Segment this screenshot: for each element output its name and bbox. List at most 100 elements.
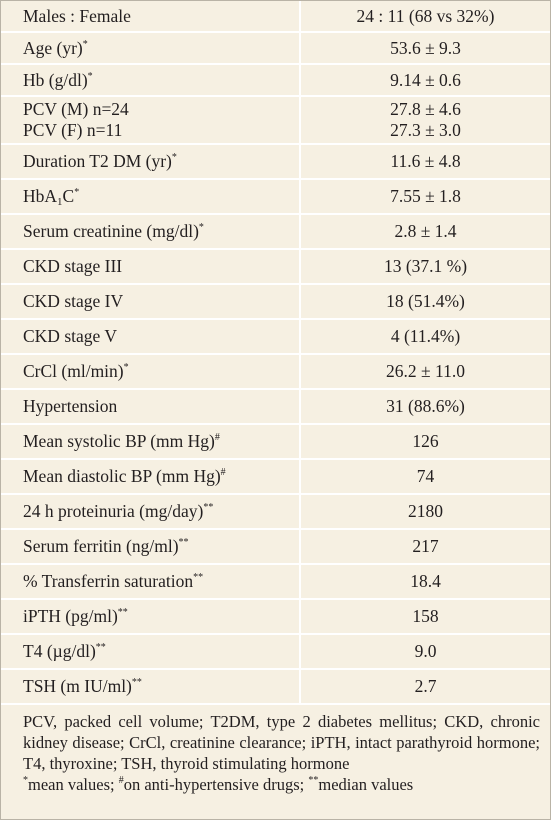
row-value: 74: [300, 459, 550, 495]
label-text: Hypertension: [23, 396, 118, 416]
row-label: TSH (m IU/ml)**: [1, 669, 301, 705]
superscript: *: [87, 70, 93, 82]
superscript: *: [198, 222, 204, 233]
row-label: Mean systolic BP (mm Hg)#: [1, 424, 301, 460]
row-label: Hypertension: [1, 389, 301, 425]
table-row: PCV (M) n=24 27.8 ± 4.6: [1, 96, 550, 120]
note-text: mean values;: [28, 775, 115, 794]
table-row: Males : Female 24 : 11 (68 vs 32%): [1, 1, 550, 33]
label-text: Mean diastolic BP (mm Hg): [23, 466, 221, 486]
label-text: Males : Female: [23, 5, 131, 26]
label-text: Hb (g/dl): [23, 69, 88, 90]
row-value: 31 (88.6%): [300, 389, 550, 425]
row-value: 126: [300, 424, 550, 460]
subscript: 1: [57, 196, 63, 208]
abbreviations: PCV, packed cell volume; T2DM, type 2 di…: [23, 712, 540, 773]
superscript: *: [123, 362, 129, 373]
row-value: 2.7: [300, 669, 550, 705]
data-table: Males : Female 24 : 11 (68 vs 32%) Age (yr…: [1, 1, 550, 705]
superscript: #: [214, 432, 220, 443]
value-text: 27.3 ± 3.0: [390, 120, 461, 140]
superscript: **: [193, 572, 204, 583]
row-label: Serum creatinine (mg/dl)*: [1, 214, 301, 250]
row-value: 9.14 ± 0.6: [300, 64, 550, 97]
label-text: Age (yr): [23, 37, 83, 58]
table-row: T4 (µg/dl)** 9.0: [1, 634, 550, 670]
row-value: 4 (11.4%): [300, 319, 550, 355]
label-text: PCV (F) n=11: [23, 120, 123, 140]
row-value: 18.4: [300, 564, 550, 600]
value-text: 2.8 ± 1.4: [394, 221, 457, 241]
label-text: TSH (m IU/ml): [23, 676, 132, 696]
label-text: CKD stage III: [23, 256, 123, 276]
row-value: 9.0: [300, 634, 550, 670]
label-text: Serum creatinine (mg/dl): [23, 221, 199, 241]
value-text: 53.6 ± 9.3: [390, 37, 461, 58]
value-text: 18 (51.4%): [386, 291, 465, 311]
superscript: *: [82, 38, 88, 50]
note-mark: *: [23, 775, 28, 786]
row-value: 2180: [300, 494, 550, 530]
label-text: Duration T2 DM (yr): [23, 151, 172, 171]
row-value: 11.6 ± 4.8: [300, 144, 550, 180]
table-row: Serum ferritin (ng/ml)** 217: [1, 529, 550, 565]
row-label: HbA1C*: [1, 179, 301, 215]
note-mark: **: [308, 775, 319, 786]
table-row: CKD stage IV 18 (51.4%): [1, 284, 550, 320]
superscript: **: [95, 642, 106, 653]
row-label: iPTH (pg/ml)**: [1, 599, 301, 635]
row-label: CrCl (ml/min)*: [1, 354, 301, 390]
row-value: 53.6 ± 9.3: [300, 32, 550, 65]
value-text: 2.7: [414, 676, 437, 696]
table-row: PCV (F) n=11 27.3 ± 3.0: [1, 120, 550, 145]
label-text: T4 (µg/dl): [23, 641, 96, 661]
table-row: iPTH (pg/ml)** 158: [1, 599, 550, 635]
superscript: *: [171, 152, 177, 163]
note-text: on anti-hypertensive drugs;: [123, 775, 305, 794]
superscript: #: [220, 467, 226, 478]
row-label: Duration T2 DM (yr)*: [1, 144, 301, 180]
row-label: Serum ferritin (ng/ml)**: [1, 529, 301, 565]
row-value: 27.8 ± 4.6: [300, 96, 550, 120]
label-text: CKD stage V: [23, 326, 117, 346]
row-label: T4 (µg/dl)**: [1, 634, 301, 670]
row-label: CKD stage III: [1, 249, 301, 285]
value-text: 74: [416, 466, 435, 486]
value-text: 31 (88.6%): [386, 396, 465, 416]
value-text: 126: [412, 431, 439, 451]
label-text: % Transferrin saturation: [23, 571, 194, 591]
value-text: 9.0: [414, 641, 437, 661]
row-value: 7.55 ± 1.8: [300, 179, 550, 215]
value-text: 27.8 ± 4.6: [390, 99, 461, 119]
row-label: % Transferrin saturation**: [1, 564, 301, 600]
row-value: 24 : 11 (68 vs 32%): [300, 1, 550, 33]
superscript: **: [131, 677, 142, 688]
row-value: 27.3 ± 3.0: [300, 120, 550, 145]
table-row: HbA1C* 7.55 ± 1.8: [1, 179, 550, 215]
value-text: 26.2 ± 11.0: [386, 361, 465, 381]
notes: *mean values; #on anti-hypertensive drug…: [23, 774, 540, 795]
value-text: 9.14 ± 0.6: [390, 69, 461, 90]
row-value: 26.2 ± 11.0: [300, 354, 550, 390]
label-text: C: [62, 186, 75, 206]
row-label: Age (yr)*: [1, 32, 301, 65]
value-text: 11.6 ± 4.8: [390, 151, 461, 171]
label-text: 24 h proteinuria (mg/day): [23, 501, 204, 521]
label-text: Serum ferritin (ng/ml): [23, 536, 179, 556]
table-row: Serum creatinine (mg/dl)* 2.8 ± 1.4: [1, 214, 550, 250]
value-text: 24 : 11 (68 vs 32%): [356, 5, 495, 26]
value-text: 2180: [408, 501, 443, 521]
value-text: 7.55 ± 1.8: [390, 186, 461, 206]
table-row: CKD stage V 4 (11.4%): [1, 319, 550, 355]
superscript: **: [117, 607, 128, 618]
value-text: 158: [412, 606, 439, 626]
row-label: Hb (g/dl)*: [1, 64, 301, 97]
table-row: Age (yr)* 53.6 ± 9.3: [1, 32, 550, 65]
table-row: Duration T2 DM (yr)* 11.6 ± 4.8: [1, 144, 550, 180]
table-row: Hb (g/dl)* 9.14 ± 0.6: [1, 64, 550, 97]
label-text: HbA: [23, 186, 58, 206]
label-text: PCV (M) n=24: [23, 99, 129, 119]
superscript: **: [178, 537, 189, 548]
label-text: CKD stage IV: [23, 291, 124, 311]
table-row: CKD stage III 13 (37.1 %): [1, 249, 550, 285]
